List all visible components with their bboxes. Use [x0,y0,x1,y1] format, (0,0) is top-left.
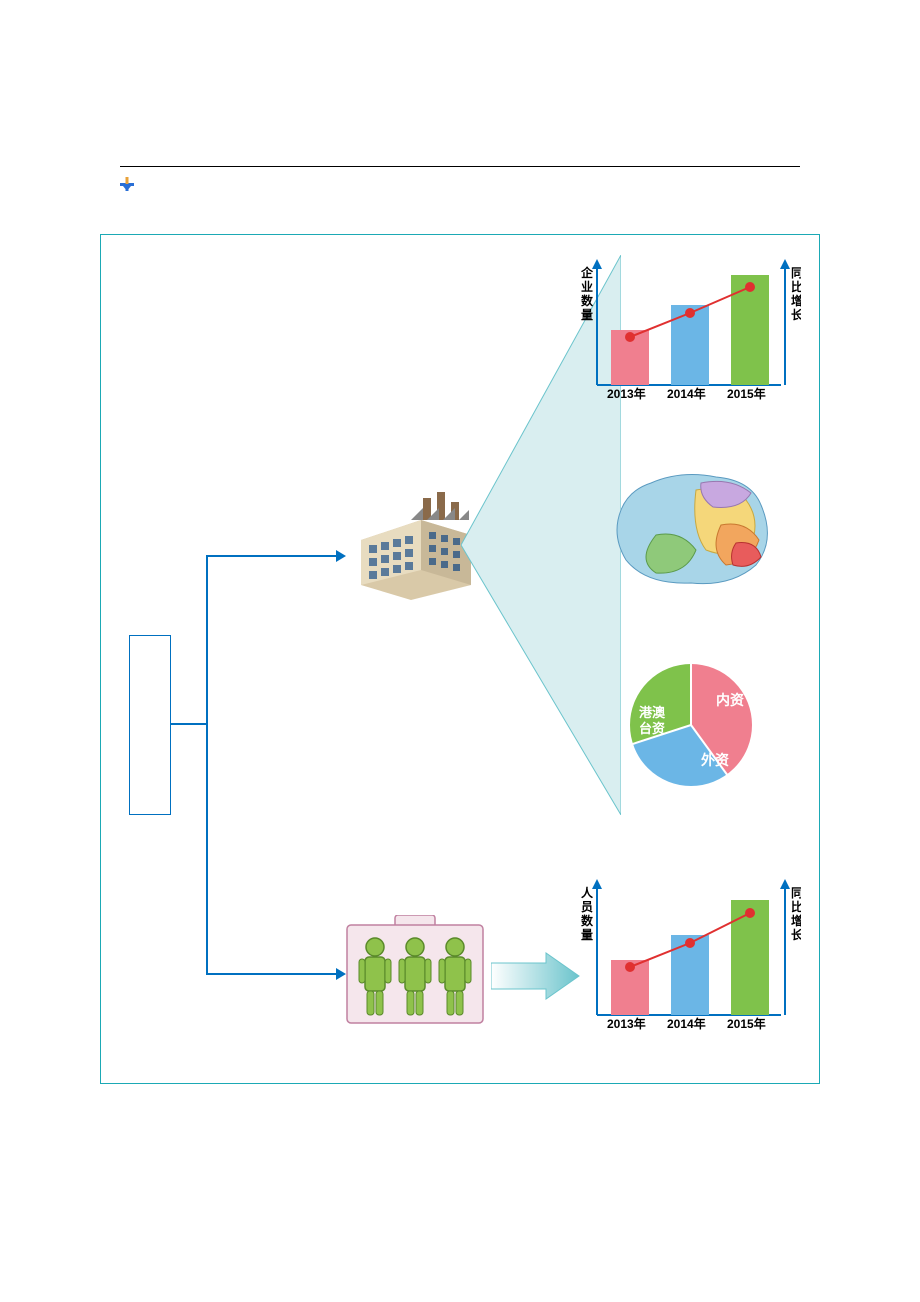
connector [206,973,336,975]
svg-text:数: 数 [581,293,594,308]
section-title-row [120,175,800,193]
svg-text:数: 数 [581,913,594,928]
svg-text:2014年: 2014年 [667,1016,706,1030]
connector [206,555,336,557]
enterprise-type-pie: 内资 外资 港澳 台资 [591,655,791,804]
svg-text:企: 企 [580,265,594,280]
svg-text:同: 同 [791,886,801,900]
svg-text:长: 长 [791,307,801,322]
svg-text:业: 业 [581,279,593,294]
svg-text:比: 比 [791,899,801,914]
province-map [601,465,781,604]
svg-text:同: 同 [791,266,801,280]
employees-icon [345,915,485,1025]
svg-text:2013年: 2013年 [607,386,646,400]
svg-text:内资: 内资 [716,692,744,708]
divider [120,166,800,167]
svg-text:2015年: 2015年 [727,386,766,400]
svg-text:增: 增 [791,913,801,928]
svg-text:台资: 台资 [639,721,665,736]
svg-text:2015年: 2015年 [727,1016,766,1030]
svg-text:量: 量 [581,308,593,322]
svg-text:员: 员 [581,900,593,914]
bullet-icon [120,177,134,191]
svg-text:2014年: 2014年 [667,386,706,400]
heading-1 [120,203,800,220]
enterprise-yearly-chart: 企 业 数 量 同 比 增 长 2013年 2014年 2015年 [571,255,801,430]
connector [171,723,206,725]
arrowhead-icon [336,550,346,562]
svg-text:人: 人 [581,885,594,900]
page-header [0,0,920,86]
big-arrow-icon [491,951,581,1001]
svg-text:港澳: 港澳 [639,705,666,720]
connector [206,555,208,975]
svg-text:量: 量 [581,928,593,942]
svg-text:比: 比 [791,279,801,294]
overview-diagram: 企 业 数 量 同 比 增 长 2013年 2014年 2015年 [100,234,820,1084]
svg-text:增: 增 [791,293,801,308]
root-node [129,635,171,815]
svg-text:外资: 外资 [701,752,729,768]
svg-text:长: 长 [791,927,801,942]
staff-yearly-chart: 人 员 数 量 同 比 增 长 2013年 2014年 2015年 [571,875,801,1065]
svg-text:2013年: 2013年 [607,1016,646,1030]
